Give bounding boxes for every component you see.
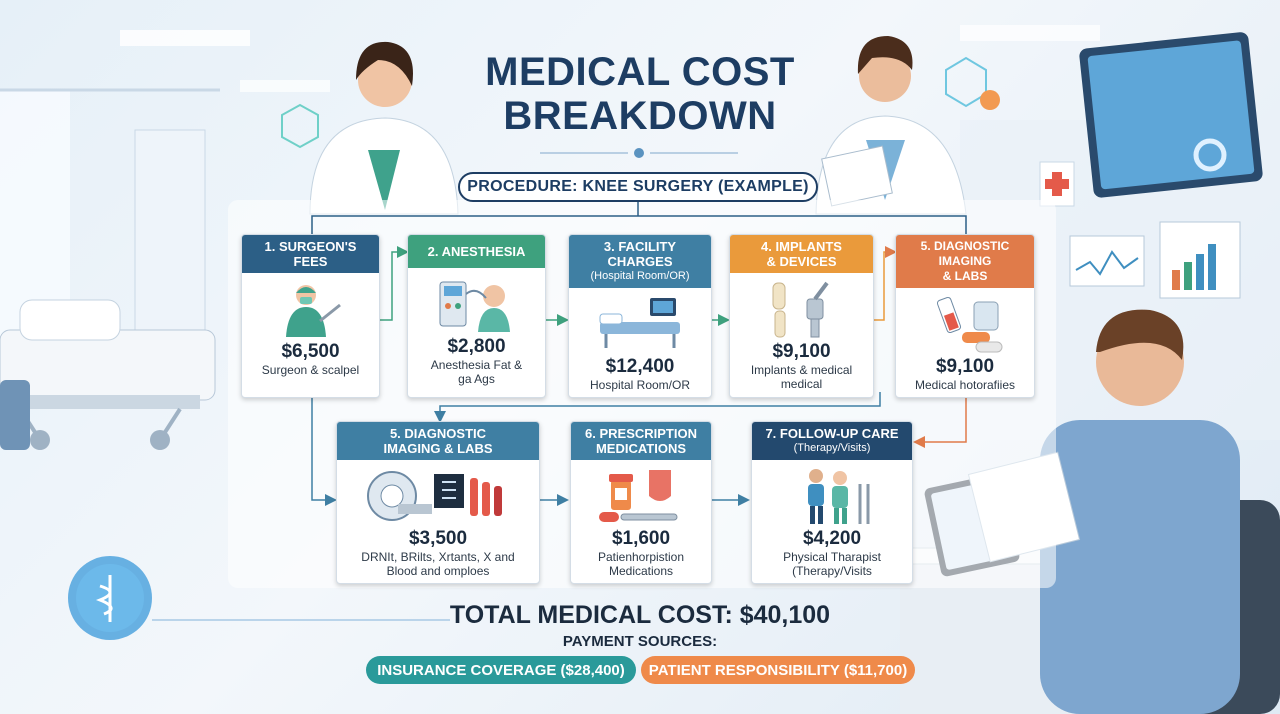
mri-scanner-icon — [337, 466, 539, 526]
cost-card-diagnostic-imaging-top: 5. DIAGNOSTIC IMAGING & LABS $9,100 Medi… — [895, 234, 1035, 398]
card-description: Medical hotorafiies — [914, 378, 1016, 392]
card-heading: 7. FOLLOW-UP CARE — [765, 426, 899, 441]
insurance-coverage-badge: INSURANCE COVERAGE ($28,400) — [366, 656, 636, 684]
cost-card-anesthesia: 2. ANESTHESIA $2,800 Anesthesia Fat & ga… — [407, 234, 546, 398]
cost-card-surgeon-fees: 1. SURGEON'S FEES $6,500 Surgeon & scalp… — [241, 234, 380, 398]
card-description: Physical Tharapist — [783, 550, 881, 564]
card-description: Hospital Room/OR — [589, 378, 691, 392]
card-heading-line-2: IMAGING & LABS — [383, 441, 493, 456]
cost-card-diagnostic-imaging-labs: 5. DIAGNOSTIC IMAGING & LABS $3,500 DRNI… — [336, 421, 540, 584]
card-description: DRNIt, BRilts, Xrtants, X and — [361, 550, 515, 564]
card-header: 3. FACILITY CHARGES (Hospital Room/OR) — [569, 235, 711, 288]
card-amount: $1,600 — [611, 528, 671, 549]
cost-card-prescription-medications: 6. PRESCRIPTION MEDICATIONS $1,600 Patie… — [570, 421, 712, 584]
surgeon-icon — [242, 279, 379, 339]
cost-card-follow-up-care: 7. FOLLOW-UP CARE (Therapy/Visits) $4,20… — [751, 421, 913, 584]
medication-icon — [571, 466, 711, 526]
hospital-bed-icon — [569, 294, 711, 354]
card-description: Implants & medical — [750, 363, 853, 377]
card-header: 7. FOLLOW-UP CARE (Therapy/Visits) — [752, 422, 912, 460]
cost-card-facility-charges: 3. FACILITY CHARGES (Hospital Room/OR) $… — [568, 234, 712, 398]
payment-sources-label: PAYMENT SOURCES: — [562, 633, 718, 650]
card-subheading: (Hospital Room/OR) — [590, 270, 690, 282]
card-amount: $9,100 — [935, 356, 995, 377]
title-divider-right — [650, 152, 738, 154]
knee-implant-icon — [730, 279, 873, 339]
physical-therapy-icon — [752, 466, 912, 526]
card-heading: 6. PRESCRIPTION — [585, 426, 697, 441]
card-amount: $3,500 — [408, 528, 468, 549]
card-amount: $9,100 — [772, 341, 831, 362]
card-heading-line-2: & LABS — [942, 269, 988, 283]
card-subheading: (Therapy/Visits) — [793, 442, 871, 454]
card-heading-line-2: MEDICATIONS — [595, 441, 687, 456]
card-header: 5. DIAGNOSTIC IMAGING & LABS — [337, 422, 539, 460]
title-line-2: BREAKDOWN — [503, 94, 777, 138]
card-heading: 4. IMPLANTS — [761, 239, 842, 254]
card-amount: $12,400 — [605, 356, 675, 377]
card-heading-line-2: & DEVICES — [766, 254, 837, 269]
card-header: 6. PRESCRIPTION MEDICATIONS — [571, 422, 711, 460]
anesthesia-machine-icon — [408, 274, 545, 334]
title-divider-left — [540, 152, 628, 154]
card-amount: $4,200 — [802, 528, 862, 549]
card-description-line-2: Blood and omploes — [386, 564, 490, 578]
card-description-line-2: (Therapy/Visits — [792, 564, 872, 578]
card-amount: $6,500 — [281, 341, 340, 362]
card-header: 5. DIAGNOSTIC IMAGING & LABS — [896, 235, 1034, 288]
card-amount: $2,800 — [447, 336, 506, 357]
card-description-line-2: medical — [780, 377, 823, 391]
cost-card-implants-devices: 4. IMPLANTS & DEVICES $9,100 Implants & … — [729, 234, 874, 398]
card-heading-line-2: FEES — [293, 254, 328, 269]
patient-responsibility-badge: PATIENT RESPONSIBILITY ($11,700) — [641, 656, 915, 684]
pills-icon — [896, 294, 1034, 354]
card-header: 2. ANESTHESIA — [408, 235, 545, 268]
card-description: Surgeon & scalpel — [261, 363, 360, 377]
page-title: MEDICAL COST BREAKDOWN — [440, 50, 840, 138]
title-divider-dot — [634, 148, 644, 158]
total-medical-cost: TOTAL MEDICAL COST: $40,100 — [449, 601, 831, 629]
card-description: Patienhorpistion — [597, 550, 685, 564]
card-header: 4. IMPLANTS & DEVICES — [730, 235, 873, 273]
card-heading: 2. ANESTHESIA — [427, 244, 526, 259]
procedure-label: PROCEDURE: KNEE SURGERY (EXAMPLE) — [458, 172, 818, 202]
card-heading: 5. DIAGNOSTIC — [389, 426, 487, 441]
card-description-line-2: Medications — [608, 564, 674, 578]
card-heading: 1. SURGEON'S — [264, 239, 357, 254]
card-heading: 3. FACILITY CHARGES — [603, 239, 677, 269]
card-description: Anesthesia Fat & — [430, 358, 523, 372]
card-description-line-2: ga Ags — [458, 372, 495, 386]
title-line-1: MEDICAL COST — [485, 50, 795, 94]
card-header: 1. SURGEON'S FEES — [242, 235, 379, 273]
card-heading: 5. DIAGNOSTIC IMAGING — [920, 239, 1010, 268]
